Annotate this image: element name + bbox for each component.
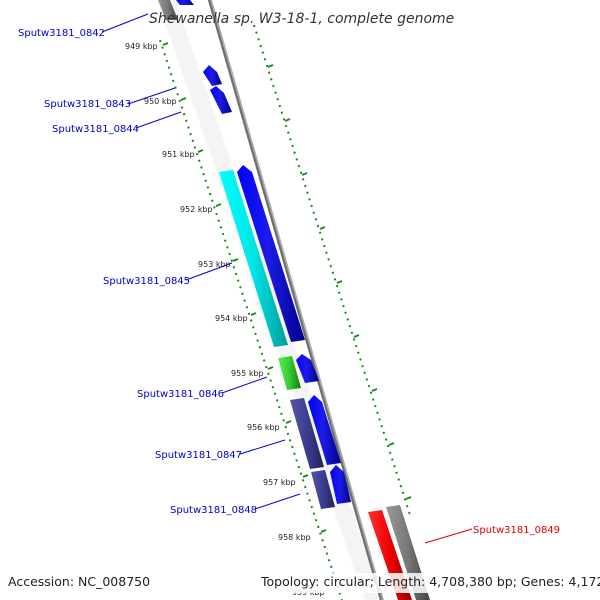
label-leaders [101,13,473,544]
cog-feature-0846 [278,356,301,390]
gene-feature-0845[interactable] [237,165,305,342]
gene-feature-0842[interactable] [176,0,194,5]
gene-label-0847[interactable]: Sputw3181_0847 [155,450,242,461]
tick: 952 kbp [180,203,222,214]
tick: 954 kbp [215,312,257,323]
gene-label-0845[interactable]: Sputw3181_0845 [103,276,190,287]
gene-label-0849[interactable]: Sputw3181_0849 [473,525,560,536]
tick: 955 kbp [231,366,274,378]
backbone-segment [158,0,178,20]
cog-feature-0848 [311,470,335,509]
tick-label: 952 kbp [180,205,213,214]
backbone [207,0,384,600]
inner-dotted-guide [253,24,411,516]
tick: 949 kbp [125,42,169,51]
gene-label-0848[interactable]: Sputw3181_0848 [170,505,257,516]
tick-label: 958 kbp [278,533,311,542]
tick-label: 954 kbp [215,314,248,323]
tick: 953 kbp [198,258,239,269]
tick-label: 955 kbp [231,369,264,378]
tick-label: 953 kbp [198,260,231,269]
tick-label: 950 kbp [144,97,177,106]
tick: 956 kbp [247,420,292,432]
gene-label-0846[interactable]: Sputw3181_0846 [137,389,224,400]
gene-label-0844[interactable]: Sputw3181_0844 [52,124,139,135]
outer-dotted-guide [159,39,343,600]
accession-text: Accession: NC_008750 [8,574,150,589]
gene-labels: Sputw3181_0842 Sputw3181_0843 Sputw3181_… [18,28,560,536]
tick: 951 kbp [162,149,204,159]
inner-scale-ticks [267,64,412,500]
tick: 957 kbp [263,474,309,487]
gene-feature-0847[interactable] [308,395,341,465]
topology-text: Topology: circular; Length: 4,708,380 bp… [260,574,600,589]
cog-feature-0845 [219,170,288,347]
footer-backdrop [0,573,600,593]
gene-label-0843[interactable]: Sputw3181_0843 [44,99,131,110]
tick-label: 951 kbp [162,150,195,159]
gene-feature-0848[interactable] [330,465,351,504]
gene-feature-0846[interactable] [296,354,319,383]
tick: 950 kbp [144,97,187,106]
tick-label: 956 kbp [247,423,280,432]
gene-feature-0844[interactable] [210,86,232,114]
gene-feature-0843[interactable] [203,65,222,86]
tick-label: 957 kbp [263,478,296,487]
gene-label-0842[interactable]: Sputw3181_0842 [18,28,105,39]
map-title: Shewanella sp. W3-18-1, complete genome [149,11,454,27]
cog-feature-0847 [290,398,324,469]
tick: 958 kbp [278,529,327,542]
tick-label: 949 kbp [125,42,158,51]
